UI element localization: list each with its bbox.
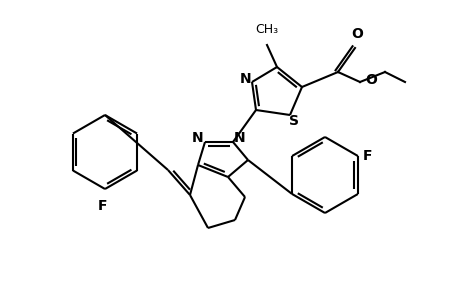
Text: O: O [350, 27, 362, 41]
Text: CH₃: CH₃ [255, 23, 278, 36]
Text: F: F [98, 199, 107, 213]
Text: N: N [240, 72, 251, 86]
Text: F: F [362, 149, 372, 163]
Text: S: S [288, 114, 298, 128]
Text: N: N [234, 131, 245, 145]
Text: N: N [192, 131, 203, 145]
Text: O: O [364, 73, 376, 87]
